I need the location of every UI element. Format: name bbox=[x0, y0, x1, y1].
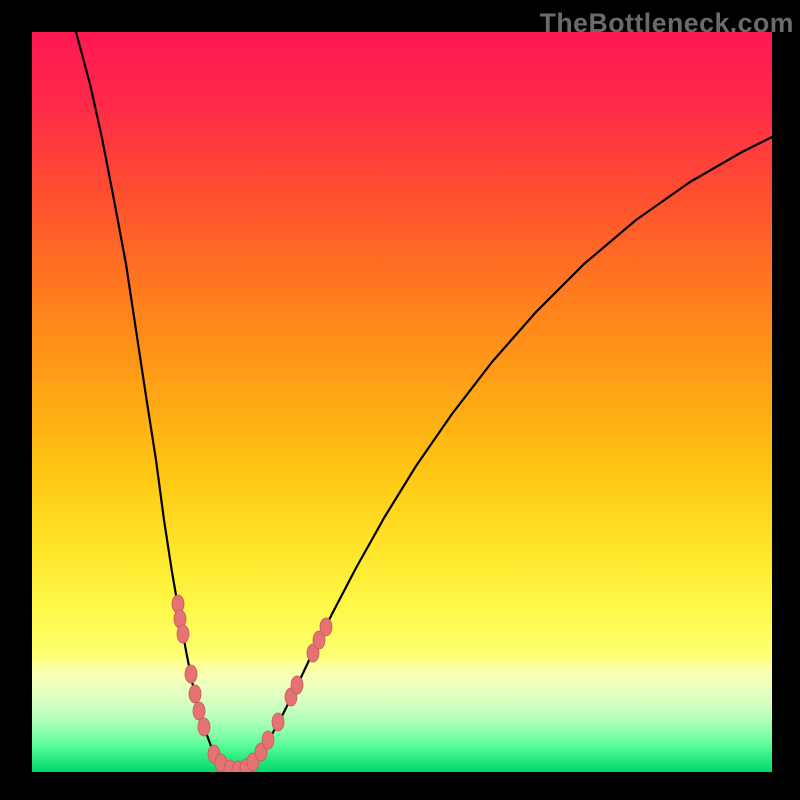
data-marker bbox=[198, 718, 210, 736]
gradient-background bbox=[32, 32, 772, 772]
data-marker bbox=[177, 625, 189, 643]
data-marker bbox=[291, 676, 303, 694]
data-marker bbox=[185, 665, 197, 683]
data-marker bbox=[262, 731, 274, 749]
chart-svg bbox=[32, 32, 772, 772]
chart-root: TheBottleneck.com bbox=[0, 0, 800, 800]
data-marker bbox=[193, 702, 205, 720]
data-marker bbox=[320, 618, 332, 636]
watermark-text: TheBottleneck.com bbox=[540, 8, 794, 39]
plot-area bbox=[32, 32, 772, 772]
data-marker bbox=[272, 713, 284, 731]
data-marker bbox=[189, 685, 201, 703]
